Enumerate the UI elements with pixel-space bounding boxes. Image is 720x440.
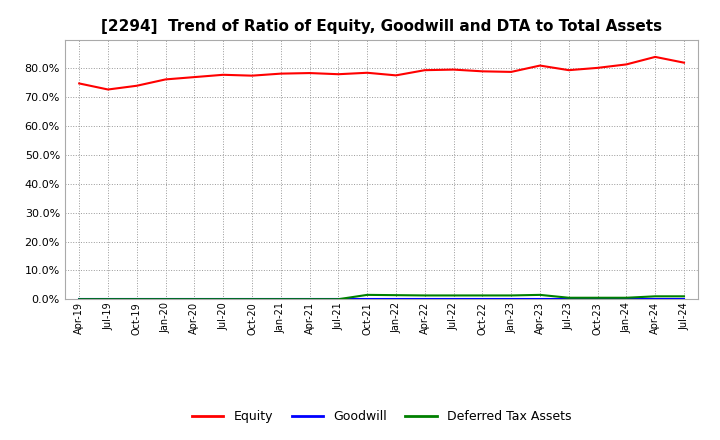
Title: [2294]  Trend of Ratio of Equity, Goodwill and DTA to Total Assets: [2294] Trend of Ratio of Equity, Goodwil…: [101, 19, 662, 34]
Legend: Equity, Goodwill, Deferred Tax Assets: Equity, Goodwill, Deferred Tax Assets: [187, 405, 576, 428]
